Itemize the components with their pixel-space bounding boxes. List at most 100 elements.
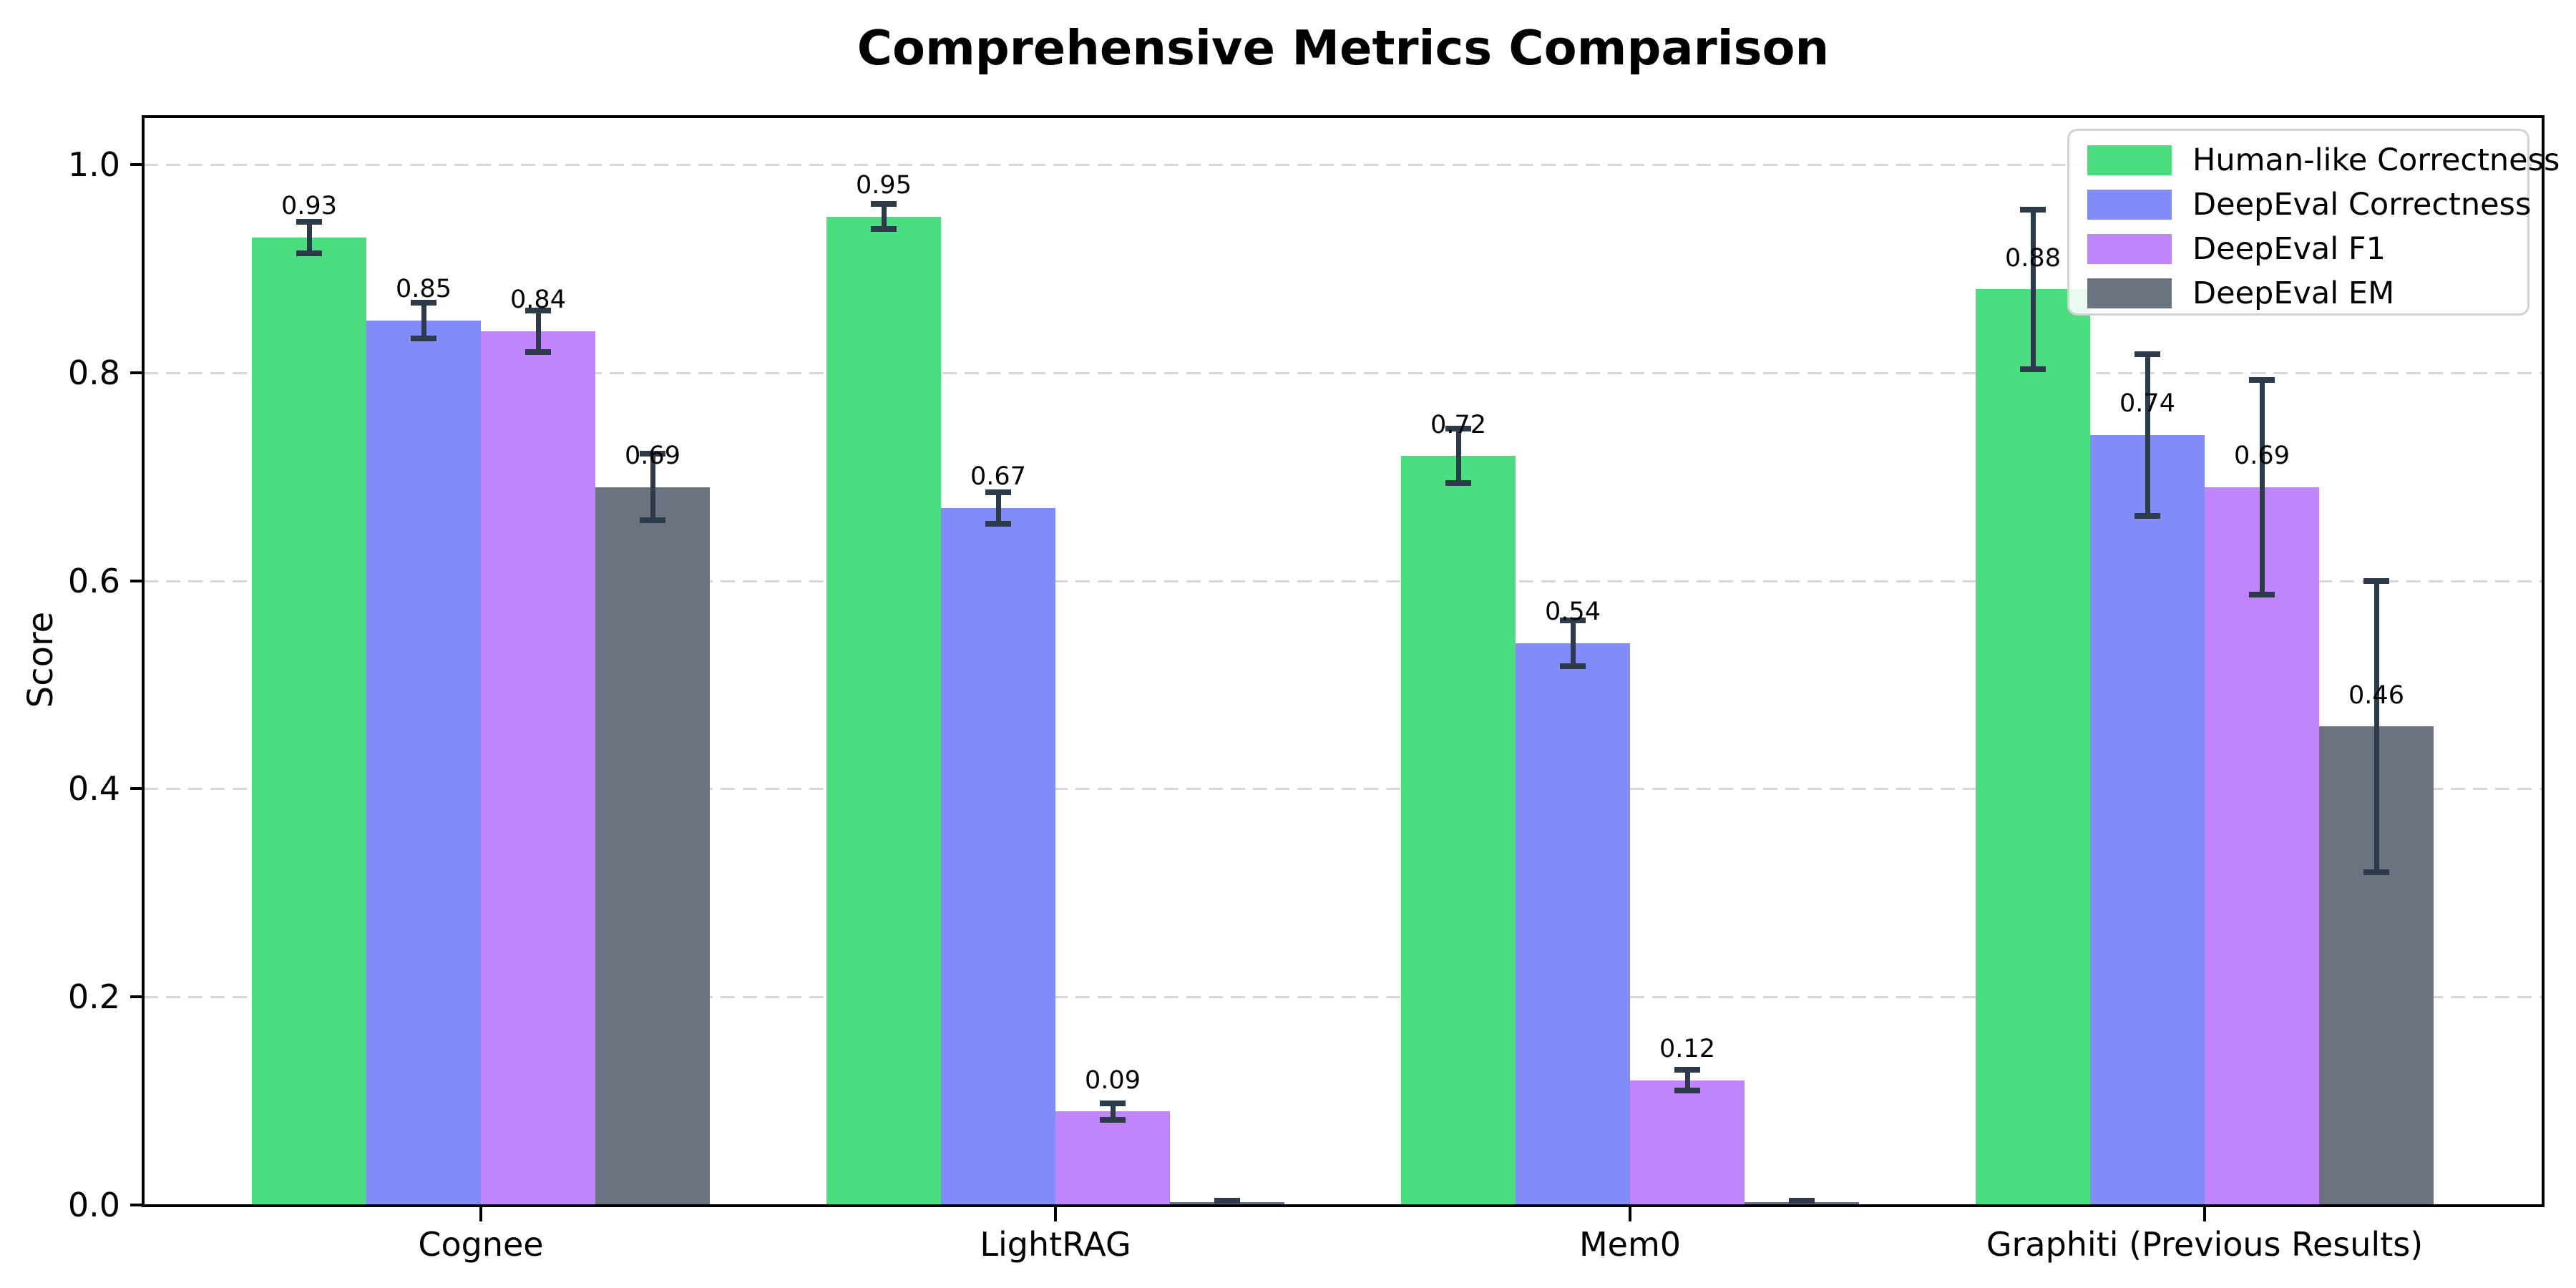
legend: Human-like Correctness DeepEval Correctne…: [2067, 129, 2560, 316]
error-bar-cap-top: [640, 451, 665, 457]
bar: [1401, 456, 1516, 1205]
bar-value-label: 0.69: [625, 441, 680, 471]
y-tick-label: 0.2: [67, 977, 120, 1017]
plot-spine-left: [142, 115, 145, 1207]
bar-value-label: 0.69: [2234, 441, 2290, 471]
error-bar-cap-bottom: [1100, 1116, 1126, 1123]
gridline: [144, 164, 2544, 166]
y-tick-label: 0.8: [67, 353, 120, 392]
error-bar-cap-bottom: [411, 335, 436, 341]
plot-spine-top: [142, 115, 2544, 118]
error-bar-cap-top: [296, 218, 322, 225]
x-tick-mark: [479, 1207, 482, 1221]
y-tick-mark: [130, 579, 142, 582]
y-tick-label: 0.6: [67, 561, 120, 600]
bar-value-label: 0.85: [396, 275, 452, 304]
error-bar: [881, 204, 887, 230]
bar-value-label: 0.67: [970, 462, 1026, 492]
error-bar-cap-top: [1789, 1198, 1815, 1204]
legend-item-label: DeepEval EM: [2192, 275, 2395, 311]
error-bar: [2259, 379, 2265, 595]
error-bar-cap-top: [985, 489, 1011, 495]
bar-value-label: 0.74: [2119, 389, 2175, 419]
gridline: [144, 580, 2544, 582]
bar-value-label: 0.88: [2005, 243, 2061, 273]
bar: [1976, 289, 2090, 1205]
error-bar-cap-bottom: [985, 520, 1011, 527]
legend-item: DeepEval Correctness: [2069, 181, 2531, 228]
error-bar-cap-bottom: [2020, 366, 2046, 373]
y-tick-label: 0.0: [67, 1186, 120, 1224]
x-category-label: Mem0: [1579, 1225, 1682, 1264]
error-bar-cap-top: [2020, 206, 2046, 213]
error-bar: [535, 310, 541, 352]
bar-value-label: 0.93: [281, 192, 337, 221]
legend-item: Human-like Correctness: [2069, 137, 2560, 183]
x-category-label: Graphiti (Previous Results): [1986, 1225, 2424, 1264]
y-axis-label: Score: [21, 611, 61, 708]
plot-spine-right: [2542, 115, 2545, 1207]
x-category-label: LightRAG: [980, 1225, 1131, 1264]
error-bar-cap-top: [411, 300, 436, 306]
bar-value-label: 0.12: [1659, 1034, 1715, 1063]
bar: [481, 331, 595, 1205]
error-bar-cap-bottom: [525, 348, 551, 355]
y-tick-mark: [130, 1204, 142, 1206]
legend-item-label: Human-like Correctness: [2192, 142, 2560, 178]
x-category-label: Cognee: [418, 1225, 544, 1264]
error-bar-cap-bottom: [2135, 513, 2160, 519]
x-tick-mark: [1054, 1207, 1057, 1221]
error-bar: [650, 454, 655, 521]
bar: [595, 487, 710, 1205]
bar-value-label: 0.54: [1545, 597, 1601, 627]
bar: [2090, 435, 2205, 1205]
bar: [1630, 1080, 1745, 1205]
error-bar-cap-top: [1674, 1066, 1700, 1073]
error-bar-cap-bottom: [640, 517, 665, 524]
error-bar-cap-top: [2249, 376, 2275, 383]
legend-swatch: [2087, 278, 2172, 308]
plot-spine-bottom: [142, 1204, 2544, 1207]
gridline: [144, 371, 2544, 374]
legend-item: DeepEval F1: [2069, 225, 2527, 272]
bar-value-label: 0.72: [1430, 410, 1486, 439]
error-bar-cap-top: [1560, 617, 1586, 623]
bar: [2205, 487, 2319, 1205]
error-bar: [421, 303, 426, 338]
bar: [826, 216, 941, 1205]
y-tick-label: 1.0: [67, 145, 120, 184]
error-bar-cap-top: [2135, 351, 2160, 357]
bar: [1055, 1111, 1170, 1205]
error-bar: [1110, 1103, 1116, 1120]
error-bar-cap-bottom: [296, 250, 322, 256]
error-bar-cap-bottom: [2363, 869, 2389, 875]
error-bar: [1684, 1069, 1690, 1091]
bar: [1516, 643, 1630, 1205]
bar: [366, 321, 481, 1205]
bar-value-label: 0.84: [510, 286, 566, 315]
error-bar: [2373, 580, 2379, 872]
error-bar-cap-bottom: [2249, 591, 2275, 597]
y-tick-mark: [130, 995, 142, 999]
legend-item: DeepEval EM: [2069, 270, 2527, 316]
error-bar: [2030, 209, 2036, 370]
legend-swatch: [2087, 233, 2172, 264]
y-tick-label: 0.4: [67, 769, 120, 809]
bar-value-label: 0.09: [1085, 1065, 1141, 1095]
legend-item-label: DeepEval F1: [2192, 230, 2386, 267]
error-bar: [2145, 353, 2150, 517]
bar-value-label: 0.95: [856, 171, 912, 200]
legend-item-label: DeepEval Correctness: [2192, 186, 2532, 223]
error-bar-cap-top: [1100, 1100, 1126, 1106]
error-bar-cap-top: [525, 307, 551, 313]
error-bar-cap-bottom: [1560, 663, 1586, 669]
error-bar: [995, 492, 1001, 524]
bar: [252, 237, 366, 1205]
bar: [941, 507, 1055, 1205]
error-bar-cap-top: [871, 201, 897, 208]
error-bar-cap-top: [1214, 1198, 1240, 1204]
error-bar: [1455, 429, 1461, 483]
gridline: [144, 788, 2544, 791]
error-bar-cap-bottom: [1445, 479, 1471, 486]
